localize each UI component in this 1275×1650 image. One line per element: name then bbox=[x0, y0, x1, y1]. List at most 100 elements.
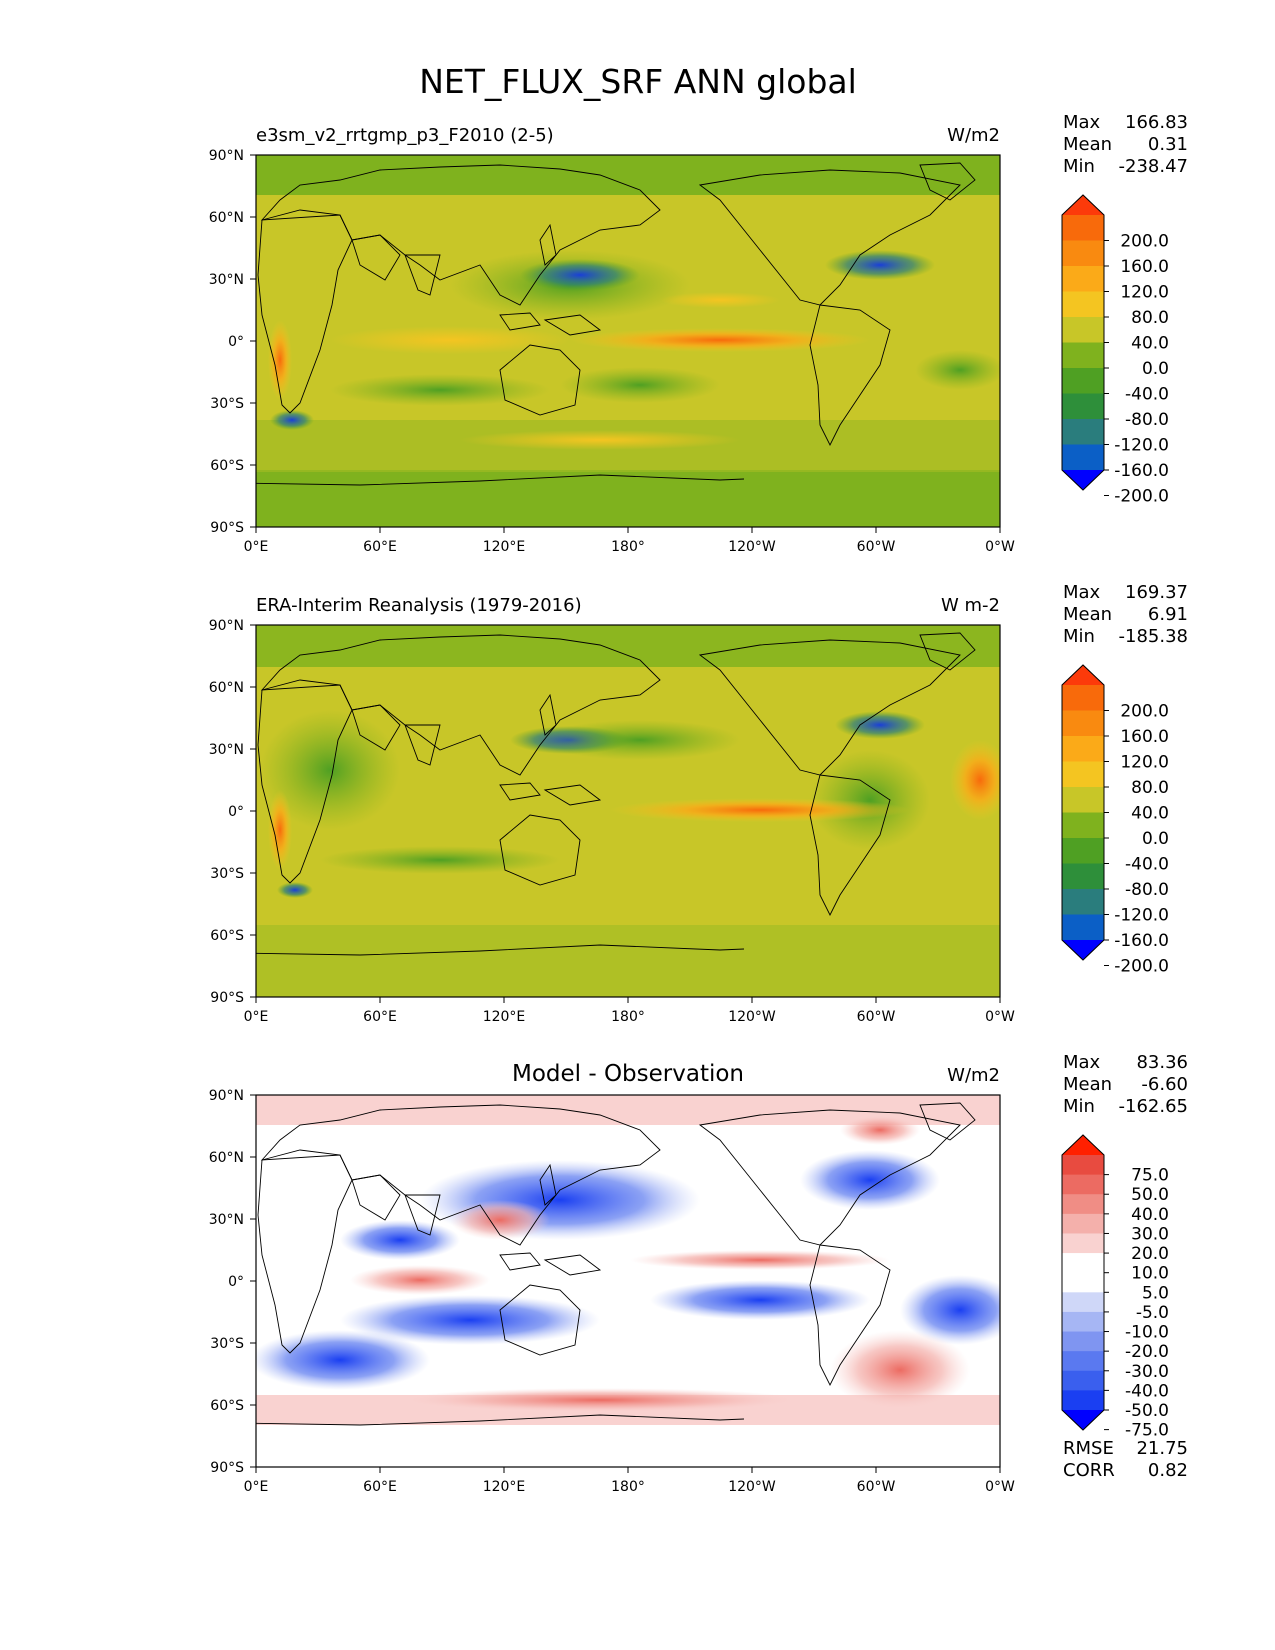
colorbar-swatch bbox=[1062, 393, 1104, 420]
colorbar-tick-label: 50.0 bbox=[1131, 1185, 1169, 1205]
stat-label: Max bbox=[1063, 582, 1101, 603]
stat-label: Min bbox=[1063, 626, 1095, 647]
colorbar-tick-label: -40.0 bbox=[1125, 1381, 1169, 1401]
stat-value: 169.37 bbox=[1125, 582, 1188, 603]
map-field bbox=[256, 625, 1000, 997]
lat-tick-label: 30°N bbox=[209, 272, 244, 288]
colorbar-swatch bbox=[1062, 1213, 1104, 1234]
lon-tick-label: 0°E bbox=[244, 1479, 269, 1495]
lon-tick-label: 180° bbox=[611, 1009, 645, 1025]
colorbar-tick-label: 40.0 bbox=[1131, 804, 1169, 824]
panel-observation: ERA-Interim Reanalysis (1979-2016) W m-2… bbox=[209, 582, 1188, 1025]
colorbar-tick-label: -40.0 bbox=[1125, 855, 1169, 875]
lon-tick-label: 120°W bbox=[728, 1479, 776, 1495]
stat-value: 83.36 bbox=[1136, 1052, 1188, 1073]
lon-tick-label: 0°W bbox=[985, 1009, 1015, 1025]
stat-label: Max bbox=[1063, 112, 1101, 133]
stat-label: CORR bbox=[1063, 1460, 1115, 1481]
lat-tick-label: 30°N bbox=[209, 1212, 244, 1228]
colorbar-swatch bbox=[1062, 1331, 1104, 1352]
colorbar-swatch bbox=[1062, 1292, 1104, 1313]
panel-units: W m-2 bbox=[941, 595, 1000, 616]
colorbar-tick-label: -10.0 bbox=[1125, 1323, 1169, 1343]
lon-tick-label: 60°W bbox=[857, 1479, 896, 1495]
lat-tick-label: 0° bbox=[228, 1274, 244, 1290]
colorbar-swatch bbox=[1062, 1311, 1104, 1333]
colorbar-cap-top bbox=[1062, 665, 1104, 685]
lon-tick-label: 0°W bbox=[985, 539, 1015, 555]
lon-tick-label: 0°E bbox=[244, 539, 269, 555]
colorbar-swatch bbox=[1062, 1253, 1104, 1274]
lon-tick-label: 180° bbox=[611, 1479, 645, 1495]
colorbar-tick-label: -5.0 bbox=[1136, 1303, 1169, 1323]
colorbar-tick-label: -200.0 bbox=[1114, 487, 1169, 507]
colorbar-tick-label: -80.0 bbox=[1125, 410, 1169, 430]
colorbar-tick-label: 200.0 bbox=[1120, 702, 1169, 722]
colorbar-swatch bbox=[1062, 419, 1104, 445]
lon-axis: 0°E 60°E 120°E 180° 120°W 60°W 0°W bbox=[244, 1467, 1015, 1495]
colorbar-tick-label: -200.0 bbox=[1114, 957, 1169, 977]
lat-tick-label: 60°S bbox=[210, 928, 244, 944]
colorbar-tick-label: -40.0 bbox=[1125, 385, 1169, 405]
colorbar-tick-label: 75.0 bbox=[1131, 1166, 1169, 1186]
colorbar-swatch bbox=[1062, 342, 1104, 369]
lon-tick-label: 60°W bbox=[857, 539, 896, 555]
lon-tick-label: 0°E bbox=[244, 1009, 269, 1025]
lat-tick-label: 60°N bbox=[209, 1150, 244, 1166]
lon-tick-label: 60°E bbox=[363, 1009, 397, 1025]
colorbar-swatch bbox=[1062, 838, 1104, 864]
colorbar-swatch bbox=[1062, 787, 1104, 813]
panel-title: Model - Observation bbox=[512, 1061, 744, 1087]
colorbar-swatch bbox=[1062, 1272, 1104, 1293]
colorbar-cap-top bbox=[1062, 1135, 1104, 1155]
lon-axis: 0°E 60°E 120°E 180° 120°W 60°W 0°W bbox=[244, 997, 1015, 1025]
lat-tick-label: 60°S bbox=[210, 1398, 244, 1414]
colorbar-tick-label: -120.0 bbox=[1114, 436, 1169, 456]
colorbar-swatch bbox=[1062, 863, 1104, 890]
colorbar-tick-label: 120.0 bbox=[1120, 753, 1169, 773]
colorbar-swatch bbox=[1062, 368, 1104, 394]
stat-value: -185.38 bbox=[1119, 626, 1188, 647]
lon-axis: 0°E 60°E 120°E 180° 120°W 60°W 0°W bbox=[244, 527, 1015, 555]
lat-tick-label: 30°S bbox=[210, 866, 244, 882]
colorbar-swatch bbox=[1062, 1194, 1104, 1215]
colorbar: 200.0 160.0 120.0 80.0 40.0 0.0 -40.0 -80.0 -120… bbox=[1061, 664, 1169, 977]
stat-value: -6.60 bbox=[1141, 1074, 1188, 1095]
lat-tick-label: 60°S bbox=[210, 458, 244, 474]
colorbar-tick-label: 20.0 bbox=[1131, 1244, 1169, 1264]
panel-title: ERA-Interim Reanalysis (1979-2016) bbox=[256, 595, 582, 616]
map-field bbox=[256, 1095, 1000, 1467]
colorbar-swatch bbox=[1062, 317, 1104, 343]
colorbar-tick-label: 10.0 bbox=[1131, 1264, 1169, 1284]
colorbar-swatch bbox=[1062, 1351, 1104, 1372]
lat-tick-label: 60°N bbox=[209, 680, 244, 696]
stat-label: RMSE bbox=[1063, 1438, 1114, 1459]
lat-tick-label: 90°N bbox=[209, 618, 244, 634]
colorbar-swatch bbox=[1062, 266, 1104, 292]
lat-tick-label: 90°N bbox=[209, 1088, 244, 1104]
colorbar-tick-label: 80.0 bbox=[1131, 778, 1169, 798]
lon-tick-label: 60°E bbox=[363, 539, 397, 555]
colorbar-swatch bbox=[1062, 889, 1104, 915]
colorbar-swatch bbox=[1062, 215, 1104, 241]
figure-title: NET_FLUX_SRF ANN global bbox=[419, 62, 857, 101]
lon-tick-label: 60°W bbox=[857, 1009, 896, 1025]
colorbar-cap-bottom bbox=[1062, 1410, 1104, 1430]
lat-tick-label: 30°N bbox=[209, 742, 244, 758]
panel-title: e3sm_v2_rrtgmp_p3_F2010 (2-5) bbox=[256, 125, 554, 146]
stat-value: 0.82 bbox=[1148, 1460, 1188, 1481]
colorbar: 200.0 160.0 120.0 80.0 40.0 0.0 -40.0 -80.0 -120… bbox=[1061, 194, 1169, 507]
lon-tick-label: 120°E bbox=[483, 1009, 526, 1025]
lat-tick-label: 0° bbox=[228, 804, 244, 820]
colorbar-cap-top bbox=[1062, 195, 1104, 215]
colorbar-tick-label: 160.0 bbox=[1120, 727, 1169, 747]
stat-value: -162.65 bbox=[1119, 1096, 1188, 1117]
colorbar-swatch bbox=[1062, 914, 1104, 941]
lat-tick-label: 90°N bbox=[209, 148, 244, 164]
lon-tick-label: 120°E bbox=[483, 539, 526, 555]
colorbar-swatch bbox=[1062, 736, 1104, 762]
panel-difference: Model - Observation W/m2 90°N 60°N 30°N 0° 3… bbox=[209, 1052, 1188, 1495]
lon-tick-label: 180° bbox=[611, 539, 645, 555]
map-field bbox=[256, 155, 1000, 527]
